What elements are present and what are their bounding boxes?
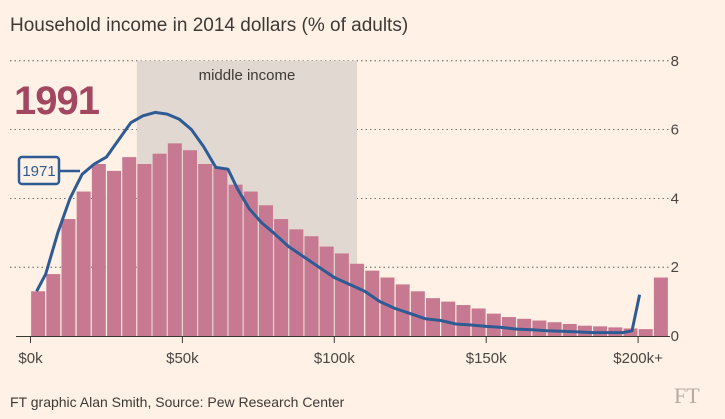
bar — [350, 263, 365, 336]
bar — [501, 317, 516, 336]
bar — [46, 274, 61, 336]
bar — [380, 277, 395, 336]
legend-label-1971: 1971 — [22, 163, 55, 180]
x-axis-ticks: $0k $50k $100k $150k $200k+ — [18, 336, 663, 367]
y-axis-ticks: 0 2 4 6 8 — [671, 53, 679, 345]
y-tick-label: 0 — [671, 328, 679, 345]
x-tick-label: $50k — [166, 350, 199, 367]
bar — [365, 270, 380, 336]
bar — [228, 184, 243, 336]
ft-watermark: FT — [674, 383, 700, 408]
bar — [532, 320, 547, 336]
bar — [547, 322, 562, 336]
bar — [653, 277, 668, 336]
bar — [441, 301, 456, 336]
series-line-1971 — [35, 110, 642, 335]
x-tick-label: $200k+ — [613, 350, 663, 367]
y-tick-label: 6 — [671, 122, 679, 139]
x-tick-label: $0k — [18, 350, 43, 367]
legend-1971: 1971 — [17, 155, 80, 186]
bars-1991 — [31, 143, 668, 336]
bar — [91, 164, 106, 336]
source-note: FT graphic Alan Smith, Source: Pew Resea… — [10, 394, 345, 410]
bar — [410, 291, 425, 336]
bar — [183, 150, 197, 336]
chart-title: Household income in 2014 dollars (% of a… — [10, 15, 408, 36]
bar — [319, 246, 334, 336]
bar — [304, 236, 319, 336]
bar — [289, 229, 304, 336]
bar — [243, 191, 258, 336]
bar — [334, 253, 349, 336]
bar — [198, 164, 213, 336]
bar — [471, 308, 486, 336]
x-tick-label: $100k — [314, 350, 355, 367]
bar — [274, 219, 289, 336]
bar — [31, 291, 46, 336]
bar — [517, 318, 532, 336]
year-label: 1991 — [14, 79, 100, 123]
middle-income-label: middle income — [199, 67, 296, 84]
bar — [638, 329, 653, 336]
y-tick-label: 2 — [671, 259, 679, 276]
bar — [456, 305, 471, 336]
y-tick-label: 4 — [671, 190, 679, 207]
bar — [76, 191, 91, 336]
x-tick-label: $150k — [466, 350, 507, 367]
bar — [137, 164, 152, 336]
bar — [167, 143, 182, 336]
gridlines — [10, 60, 670, 268]
y-tick-label: 8 — [671, 53, 679, 70]
bar — [107, 170, 122, 336]
bar — [426, 298, 441, 336]
bar — [213, 167, 228, 336]
bar — [61, 219, 76, 336]
legend-box — [17, 155, 61, 186]
bar — [258, 205, 273, 336]
bar — [152, 153, 167, 336]
bar — [122, 157, 137, 336]
bar — [486, 313, 501, 336]
